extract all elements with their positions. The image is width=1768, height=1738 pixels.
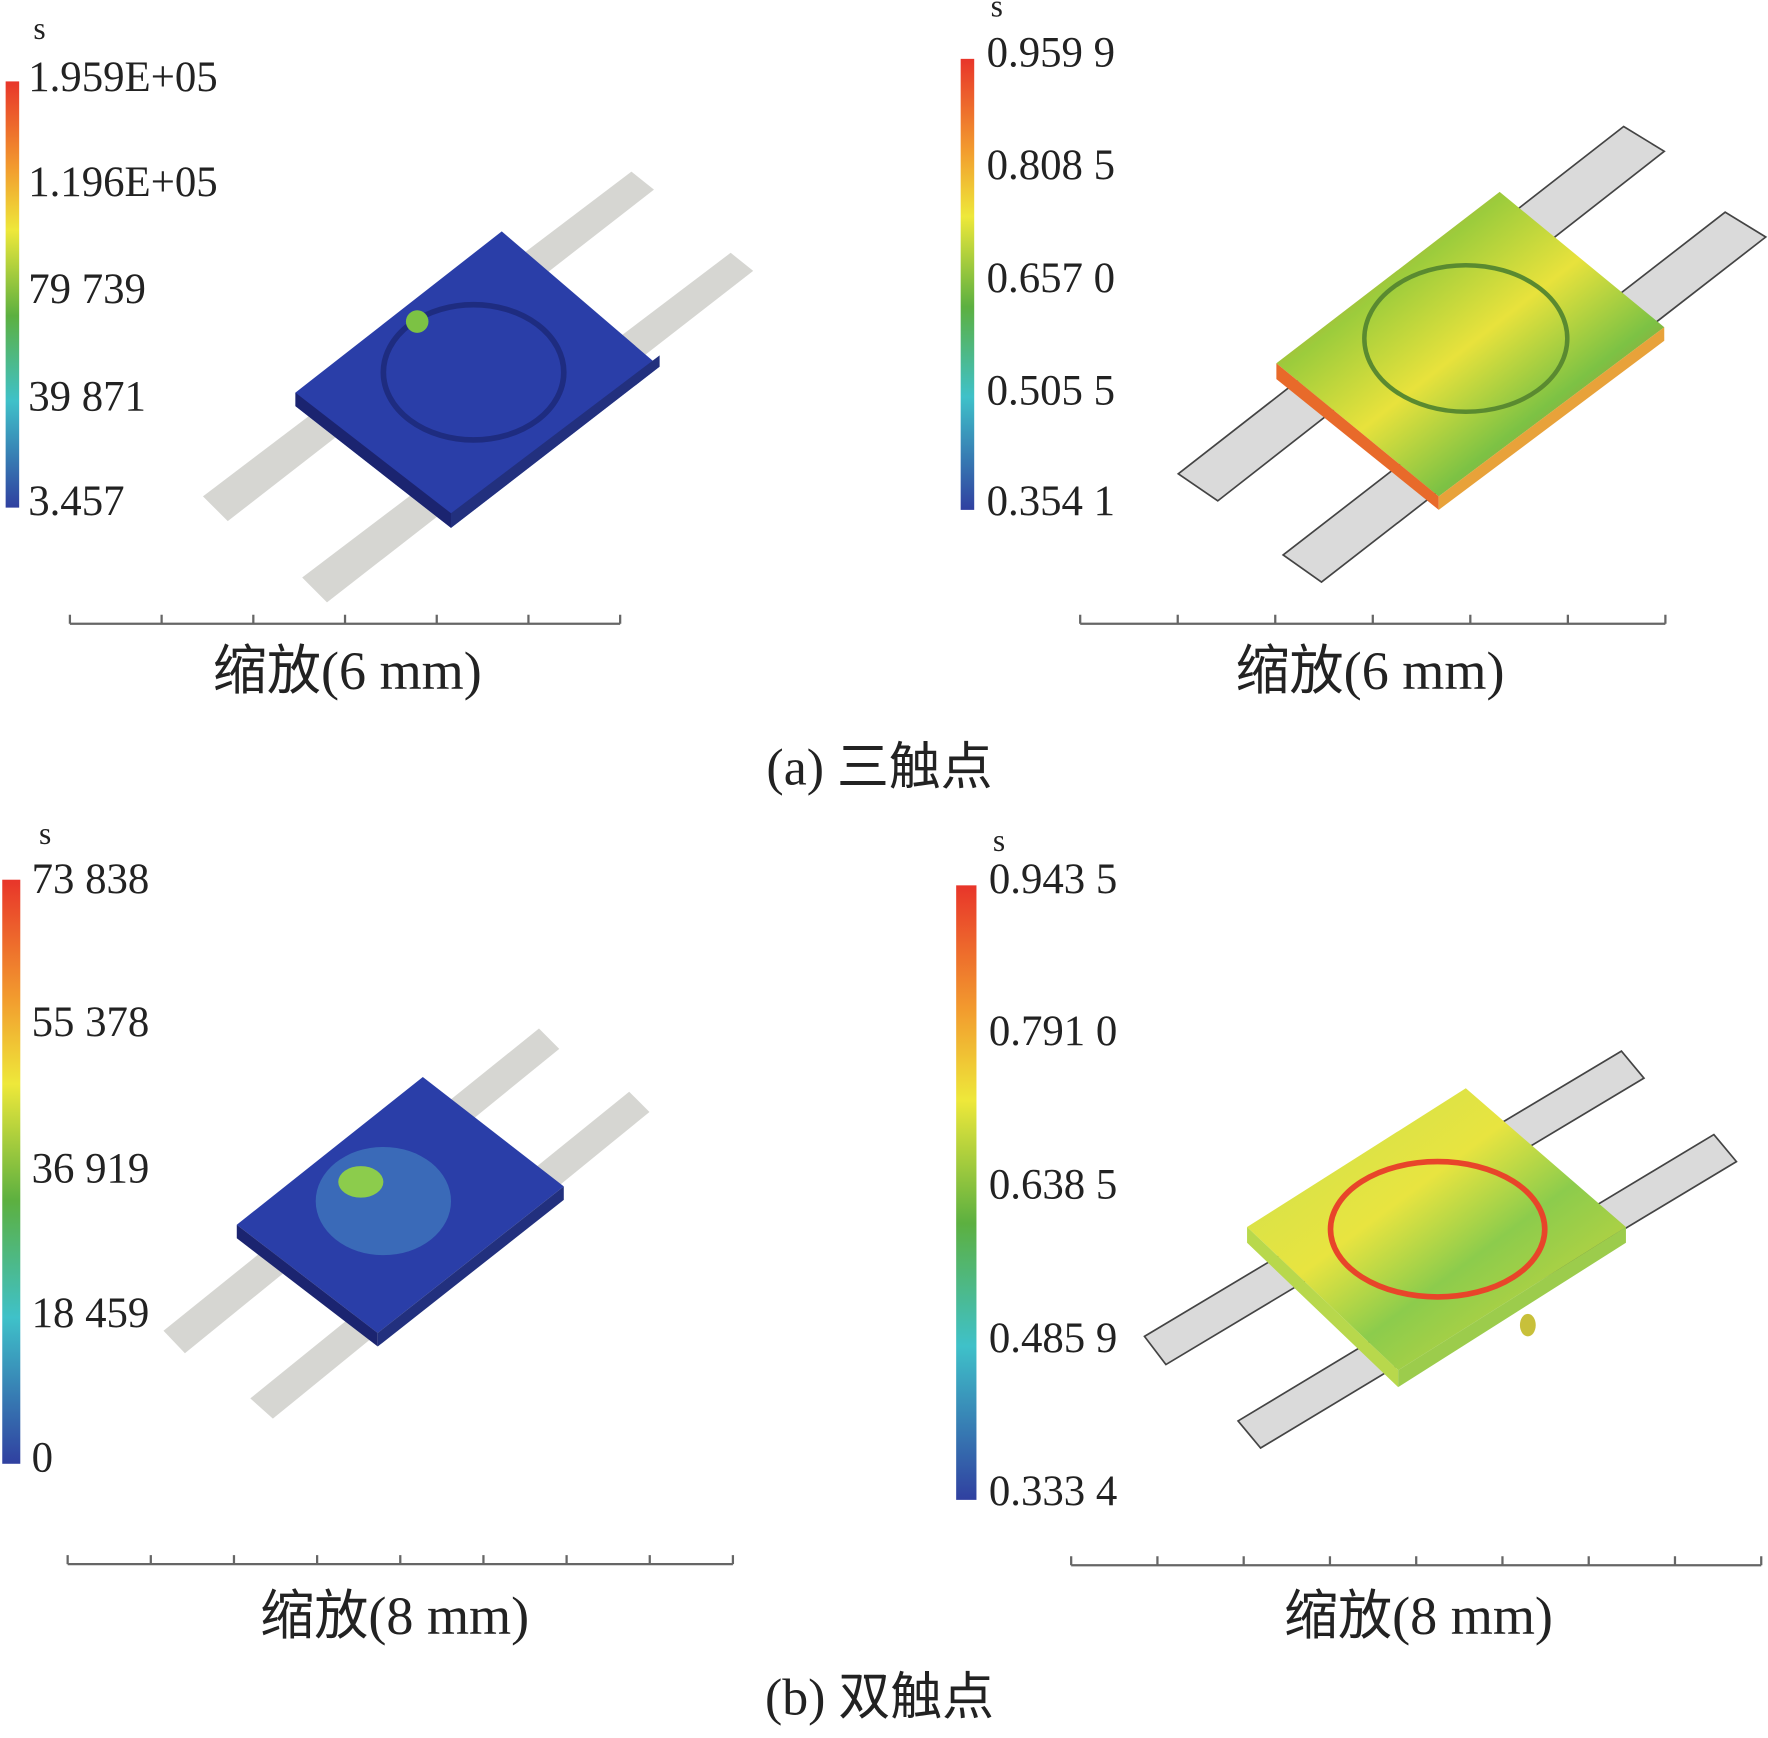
colorbar [960, 58, 975, 510]
legend-unit: s [991, 0, 1003, 23]
scale-label: 缩放(8 mm) [1284, 1586, 1553, 1646]
legend-label: 0.791 0 [989, 1008, 1117, 1055]
model-3pt-stress [202, 171, 754, 603]
caption: (a) 三触点 [766, 740, 992, 797]
legend-label: 79 739 [28, 266, 146, 313]
legend-label: 1.959E+05 [28, 54, 218, 101]
colorbar [2, 879, 21, 1464]
legend-label: 73 838 [32, 856, 150, 903]
legend-label: 0.959 9 [987, 29, 1115, 76]
legend-label: 0.808 5 [987, 142, 1115, 189]
scale-label: 缩放(8 mm) [260, 1586, 529, 1646]
legend-label: 1.196E+05 [28, 159, 218, 206]
legend-label: 0 [32, 1434, 53, 1481]
legend-label: 0.943 5 [989, 856, 1117, 903]
legend-label: 39 871 [28, 373, 146, 420]
legend-label: 36 919 [32, 1146, 150, 1193]
scale-label: 缩放(6 mm) [213, 641, 482, 701]
legend-label: 0.657 0 [987, 255, 1115, 302]
scale-label: 缩放(6 mm) [1235, 641, 1504, 701]
caption: (b) 双触点 [765, 1670, 994, 1727]
legend-unit: s [993, 823, 1005, 858]
model-2pt-ratio [1143, 1050, 1738, 1450]
model-2pt-stress [163, 1028, 650, 1419]
legend-label: 18 459 [32, 1290, 150, 1337]
legend-label: 0.505 5 [987, 368, 1115, 415]
legend-label: 0.354 1 [987, 478, 1115, 525]
legend-unit: s [39, 816, 51, 851]
scale-bars [66, 614, 1763, 1567]
legend-unit: s [33, 11, 45, 46]
legend-label: 0.638 5 [989, 1161, 1117, 1208]
legend-label: 55 378 [32, 999, 150, 1046]
model-3pt-ratio [1176, 125, 1768, 584]
legend-label: 0.333 4 [989, 1468, 1117, 1515]
colorbar [956, 885, 977, 1500]
colorbar [5, 81, 20, 508]
legend-label: 0.485 9 [989, 1315, 1117, 1362]
legend-label: 3.457 [28, 478, 124, 525]
